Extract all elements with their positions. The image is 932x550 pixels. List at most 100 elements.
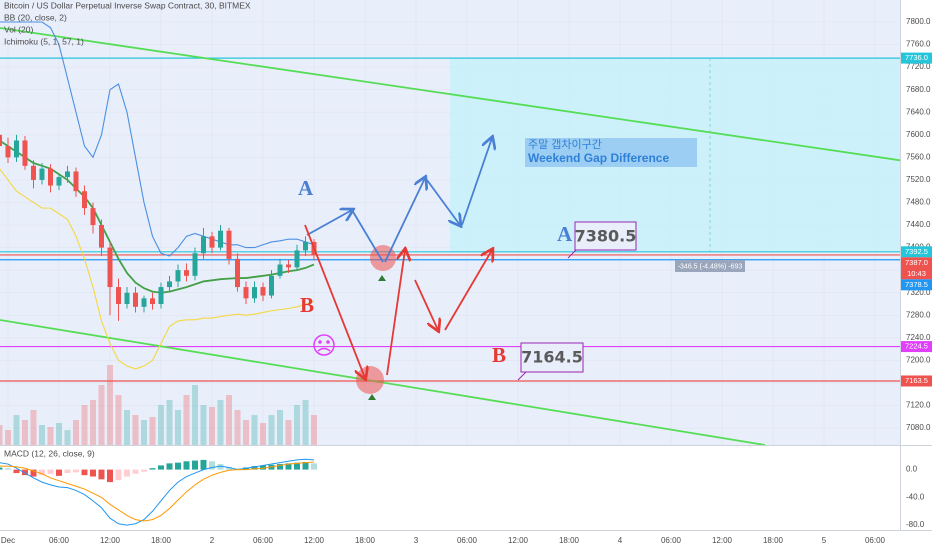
measure-text: -346.5 (-4.48%) -693 [678, 263, 743, 270]
volume-bar [251, 415, 258, 445]
gap-note: 주말 갭차이구간 [528, 138, 602, 151]
volume-bar [72, 420, 79, 445]
macd-histogram-bar [302, 461, 309, 470]
volume-bar [174, 410, 181, 445]
candle-body [192, 253, 198, 276]
level-label: 7224.5 [905, 342, 928, 351]
candle-body [22, 140, 28, 166]
volume-bar [268, 415, 275, 445]
level-label: 7378.5 [905, 280, 928, 289]
arrow [426, 179, 460, 225]
candle-body [30, 165, 36, 180]
candle-body [39, 168, 45, 180]
candle-body [56, 177, 62, 186]
callout-text: 7164.5 [521, 348, 583, 367]
volume-bar [302, 400, 309, 445]
callout-box [520, 342, 584, 373]
level-badge [901, 257, 932, 280]
volume-bar [234, 410, 241, 445]
candle-body [226, 230, 232, 259]
macd-histogram-bar [21, 469, 28, 476]
x-tick-label: 06:00 [49, 536, 70, 545]
y-tick-label: 7480.0 [906, 198, 931, 207]
volume [0, 365, 317, 445]
macd-histogram-bar [30, 469, 37, 477]
x-tick-label: 18:00 [355, 536, 376, 545]
indicator-label: Ichimoku (5, 1, 57, 1) [4, 36, 84, 46]
macd-histogram-bar [251, 466, 258, 470]
macd-histogram-bar [4, 468, 11, 470]
macd-histogram-bar [55, 469, 62, 476]
signal-line [0, 461, 315, 522]
axes: 7080.07120.07160.07200.07240.07280.07320… [1, 17, 932, 545]
candle-body [158, 287, 164, 304]
volume-bar [106, 365, 113, 445]
macd-histogram-bar [310, 463, 317, 470]
y-tick-label: 7720.0 [906, 62, 931, 71]
candle-body [64, 171, 70, 178]
candle-body [124, 292, 130, 304]
candle-body [294, 250, 300, 268]
macd-histogram-bar [123, 469, 130, 477]
y-tick-label: 7280.0 [906, 310, 931, 319]
arrow [351, 209, 384, 263]
macd-histogram-bar [140, 469, 147, 472]
x-tick-label: 12:00 [508, 536, 529, 545]
macd-histogram-bar [64, 469, 71, 474]
x-tick-label: 12:00 [100, 536, 121, 545]
macd-histogram-bar [157, 465, 164, 470]
volume-bar [293, 405, 300, 445]
volume-bar [208, 407, 215, 445]
candle-body [0, 134, 2, 147]
macd-histogram-bar [174, 462, 181, 470]
sad-face [313, 334, 335, 356]
callout-pointer [517, 371, 527, 381]
chart-title: Bitcoin / US Dollar Perpetual Inverse Sw… [4, 0, 251, 10]
candle-body [47, 168, 53, 186]
callout-text: 7380.5 [575, 227, 637, 246]
x-tick-label: 06:00 [865, 536, 886, 545]
candle-body [234, 258, 240, 288]
volume-bar [55, 423, 62, 445]
macd-histogram-bar [293, 462, 300, 470]
macd-histogram-bar [47, 469, 54, 474]
level-badge [901, 279, 932, 291]
indicator-line [0, 168, 315, 370]
y-tick-label: 7320.0 [906, 288, 931, 297]
candle-body [107, 247, 113, 288]
y-tick-label: 7600.0 [906, 130, 931, 139]
candle-body [183, 270, 189, 276]
arrow [386, 250, 405, 376]
level-label: 7736.0 [905, 53, 928, 62]
volume-bar [64, 430, 71, 445]
macd-tick-label: 0.0 [906, 465, 918, 474]
level-label: 7163.5 [905, 376, 928, 385]
target-circle [356, 366, 384, 394]
macd-histogram-bar [149, 468, 156, 470]
macd-histogram-bar [13, 469, 20, 474]
macd-histogram-bar [81, 469, 88, 476]
x-tick-label: 5 [822, 536, 827, 545]
candle-body [260, 287, 266, 296]
arrow [306, 210, 352, 236]
candle-body [285, 264, 291, 268]
x-tick-label: 06:00 [253, 536, 274, 545]
levels [0, 57, 900, 382]
macd-tick-label: -40.0 [906, 492, 925, 501]
macd-histogram-bar [72, 469, 79, 473]
macd-histogram-bar [191, 460, 198, 470]
x-tick-label: 12:00 [304, 536, 325, 545]
level-badge [901, 375, 932, 387]
candle-body [90, 208, 96, 226]
macd-histogram-bar [166, 463, 173, 470]
macd-histogram-bar [200, 459, 207, 470]
candle-body [302, 241, 308, 251]
candle-body [209, 236, 215, 248]
candle-body [141, 298, 147, 307]
volume-bar [123, 410, 130, 445]
y-tick-label: 7520.0 [906, 175, 931, 184]
candle-body [200, 236, 206, 254]
candle-body [268, 275, 274, 296]
volume-bar [225, 395, 232, 445]
y-tick-label: 7680.0 [906, 85, 931, 94]
